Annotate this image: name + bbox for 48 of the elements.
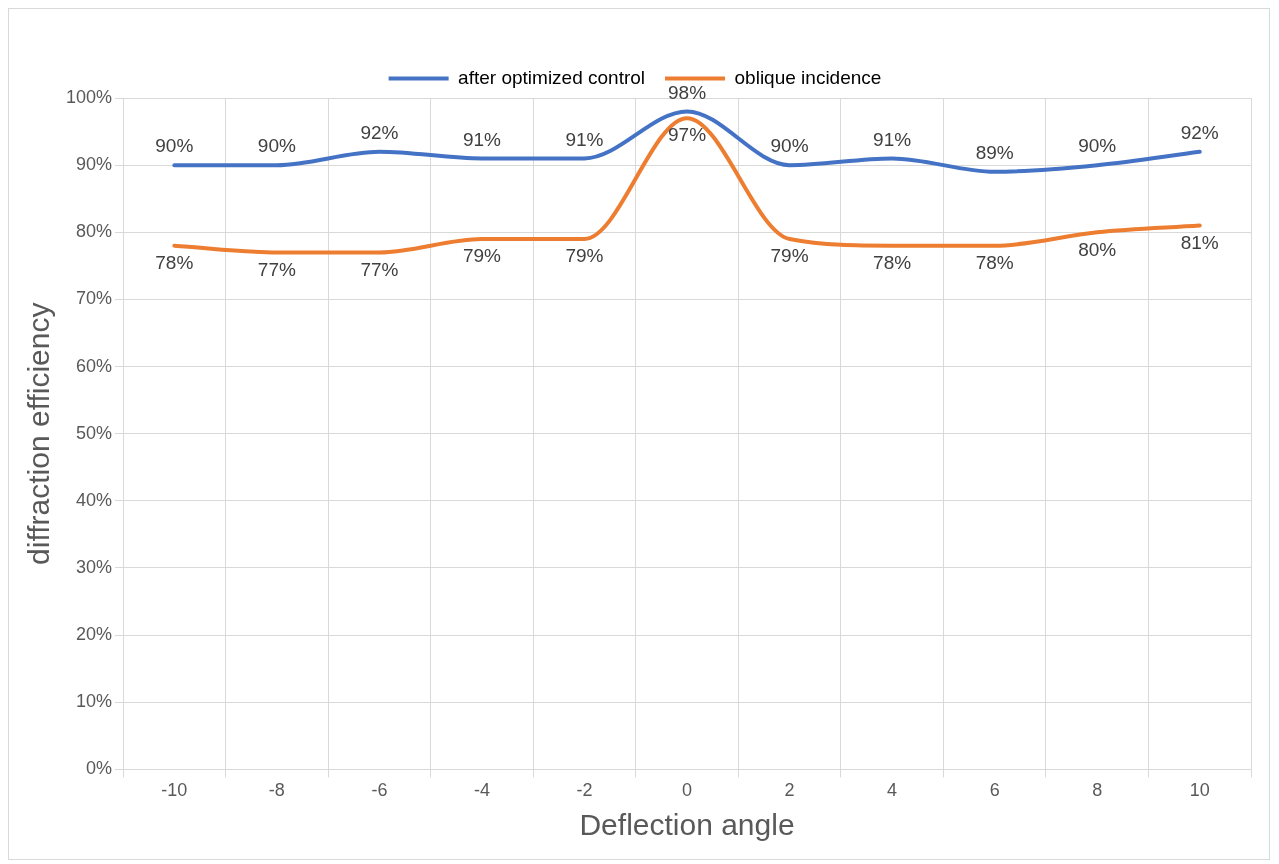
data-label: 97% [668, 124, 707, 146]
data-label: 90% [155, 135, 194, 157]
data-label: 78% [155, 251, 194, 273]
y-axis-title: diffraction efficiency [22, 302, 56, 565]
data-label: 92% [1180, 121, 1219, 143]
y-tick-label: 40% [76, 489, 113, 510]
y-tick-label: 30% [76, 556, 113, 577]
data-label: 79% [565, 245, 604, 267]
y-tick-label: 90% [76, 154, 113, 175]
data-label: 98% [668, 81, 707, 103]
data-label: 78% [975, 251, 1014, 273]
x-tick-label: 2 [784, 780, 795, 801]
data-label: 79% [462, 245, 502, 267]
data-label: 79% [770, 245, 809, 267]
x-tick-label: -2 [576, 780, 593, 801]
data-label: 90% [770, 135, 809, 157]
x-tick-label: -6 [371, 780, 388, 801]
data-label: 77% [257, 258, 296, 280]
data-label: 90% [257, 135, 296, 157]
x-tick-label: 0 [682, 780, 693, 801]
legend-label: after optimized control [458, 66, 646, 88]
y-tick-label: 50% [76, 422, 113, 443]
data-label: 77% [360, 258, 399, 280]
x-tick-label: 8 [1092, 780, 1103, 801]
data-label: 91% [873, 128, 912, 150]
y-tick-label: 10% [76, 691, 113, 712]
x-axis-title: Deflection angle [579, 808, 795, 842]
data-label: 80% [1078, 238, 1117, 260]
y-tick-label: 100% [65, 86, 113, 107]
data-label: 89% [975, 142, 1014, 164]
x-tick-label: 10 [1189, 780, 1210, 801]
y-tick-label: 70% [76, 288, 113, 309]
data-label: 91% [565, 128, 604, 150]
data-label: 90% [1078, 135, 1117, 157]
y-tick-label: 0% [86, 758, 113, 779]
x-tick-label: -4 [473, 780, 490, 801]
data-label: 78% [873, 251, 912, 273]
data-label: 81% [1180, 231, 1219, 253]
y-tick-label: 20% [76, 624, 113, 645]
y-tick-label: 60% [76, 355, 113, 376]
data-label: 92% [360, 121, 399, 143]
y-tick-label: 80% [76, 221, 113, 242]
x-tick-label: 6 [989, 780, 1000, 801]
x-tick-label: -8 [268, 780, 285, 801]
data-label: 91% [462, 128, 502, 150]
x-tick-label: 4 [887, 780, 898, 801]
legend-label: oblique incidence [734, 66, 882, 88]
x-tick-label: -10 [161, 780, 188, 801]
